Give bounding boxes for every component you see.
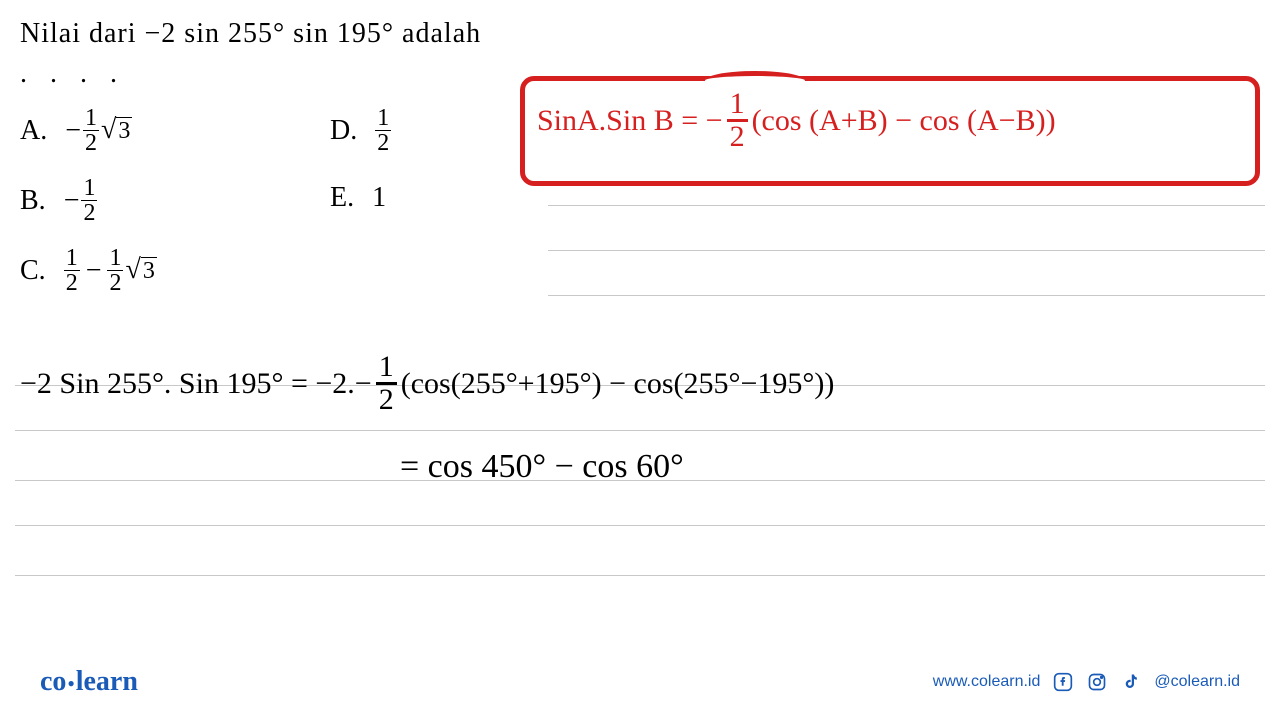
tiktok-icon: [1120, 671, 1142, 693]
work-line-2: = cos 450° − cos 60°: [400, 448, 684, 486]
option-b-frac: 1 2: [81, 176, 97, 225]
option-a-frac: 1 2: [83, 106, 99, 155]
option-c-minus: −: [86, 255, 102, 287]
work-frac: 1 2: [376, 352, 397, 415]
instagram-icon: [1086, 671, 1108, 693]
option-e-label: E.: [330, 182, 354, 214]
work-line-1: −2 Sin 255°. Sin 195° = −2.− 1 2 (cos(25…: [20, 352, 834, 415]
option-d: D. 1 2: [330, 106, 391, 155]
option-a: A. − 1 2 √ 3: [20, 106, 132, 155]
logo-dot: ●: [67, 676, 74, 690]
formula-text: SinA.Sin B = − 1 2 (cos (A+B) − cos (A−B…: [537, 89, 1056, 152]
footer-handle: @colearn.id: [1154, 673, 1240, 691]
logo: co●learn: [40, 666, 138, 698]
footer-url: www.colearn.id: [933, 673, 1041, 691]
question-text: Nilai dari −2 sin 255° sin 195° adalah: [20, 18, 1260, 50]
formula-frac: 1 2: [727, 89, 748, 152]
option-b-label: B.: [20, 185, 46, 217]
option-a-label: A.: [20, 115, 47, 147]
facebook-icon: [1052, 671, 1074, 693]
option-d-frac: 1 2: [375, 106, 391, 155]
option-c-label: C.: [20, 255, 46, 287]
footer: co●learn www.colearn.id @colearn.id: [0, 666, 1280, 698]
option-a-sqrt: √ 3: [101, 117, 132, 145]
option-b: B. − 1 2: [20, 176, 97, 225]
formula-box: SinA.Sin B = − 1 2 (cos (A+B) − cos (A−B…: [520, 76, 1260, 186]
option-e: E. 1: [330, 182, 386, 214]
option-c-frac2: 1 2: [107, 246, 123, 295]
option-d-label: D.: [330, 115, 357, 147]
option-e-val: 1: [372, 182, 386, 214]
option-c-frac1: 1 2: [64, 246, 80, 295]
option-c: C. 1 2 − 1 2 √ 3: [20, 246, 157, 295]
option-c-sqrt: √ 3: [125, 257, 156, 285]
option-b-neg: −: [64, 185, 80, 217]
option-a-neg: −: [65, 115, 81, 147]
footer-right: www.colearn.id @colearn.id: [933, 671, 1240, 693]
